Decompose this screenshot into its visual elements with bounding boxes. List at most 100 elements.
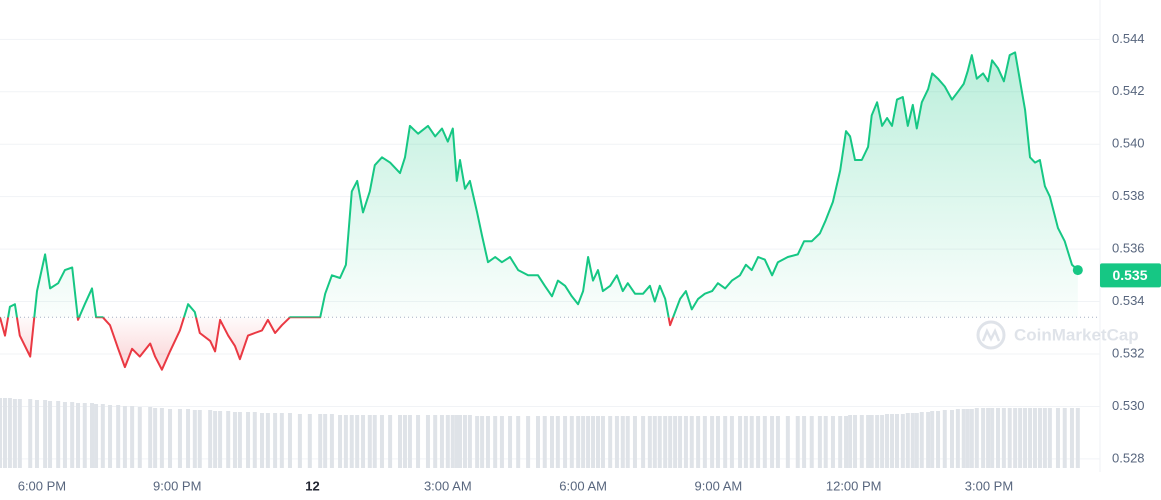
volume-bar — [70, 402, 75, 468]
volume-bar — [569, 416, 574, 468]
volume-bar — [830, 416, 835, 468]
volume-bar — [536, 416, 541, 468]
volume-bar — [663, 416, 668, 468]
volume-bar — [936, 411, 941, 468]
volume-bar — [467, 415, 472, 468]
volume-bar — [416, 415, 421, 468]
volume-bar — [43, 400, 48, 468]
volume-bar — [1018, 408, 1023, 468]
volume-bar — [137, 407, 142, 468]
volume-bar — [28, 399, 33, 468]
y-tick-label: 0.538 — [1112, 188, 1145, 203]
volume-bar — [323, 414, 328, 468]
volume-bar — [894, 414, 899, 468]
y-tick-label: 0.530 — [1112, 398, 1145, 413]
volume-bar — [475, 416, 480, 468]
volume-bar — [965, 409, 970, 468]
volume-bar — [586, 416, 591, 468]
volume-bar — [838, 416, 843, 468]
volume-bar — [62, 402, 67, 468]
volume-bar — [678, 416, 683, 468]
volume-bar — [785, 416, 790, 468]
volume-bar — [657, 416, 662, 468]
volume-bar — [252, 412, 257, 468]
volume-bar — [94, 404, 99, 468]
volume-bar — [869, 415, 874, 468]
volume-bar — [702, 416, 707, 468]
volume-bar — [265, 413, 270, 468]
volume-bar — [905, 413, 910, 468]
volume-bar — [226, 411, 231, 468]
volume-bar — [1042, 408, 1047, 468]
volume-bar — [542, 416, 547, 468]
x-tick-label: 9:00 AM — [695, 478, 743, 493]
volume-bar — [407, 415, 412, 468]
volume-bar — [0, 398, 2, 468]
volume-bar — [355, 415, 360, 468]
volume-bar — [723, 416, 728, 468]
volume-bar — [576, 416, 581, 468]
volume-bar — [795, 416, 800, 468]
volume-bar — [910, 413, 915, 468]
y-tick-label: 0.544 — [1112, 31, 1145, 46]
volume-bar — [462, 415, 467, 468]
volume-bar — [673, 416, 678, 468]
volume-bar — [549, 416, 554, 468]
volume-bar — [279, 413, 284, 468]
volume-bar — [1023, 408, 1028, 468]
x-tick-label: 12:00 PM — [826, 478, 882, 493]
volume-bar — [148, 407, 153, 468]
volume-bar — [866, 415, 871, 468]
volume-bar — [76, 403, 81, 468]
volume-bar — [749, 416, 754, 468]
volume-bar — [738, 416, 743, 468]
volume-bar — [100, 404, 105, 468]
volume-bar — [647, 416, 652, 468]
volume-bar — [689, 416, 694, 468]
volume-bar — [516, 416, 521, 468]
volume-bar — [900, 414, 905, 468]
volume-bar — [919, 412, 924, 468]
volume-bar — [116, 405, 121, 468]
volume-bar — [715, 416, 720, 468]
volume-bar — [890, 414, 895, 468]
volume-bars — [0, 398, 1080, 468]
volume-bar — [208, 410, 213, 468]
volume-bar — [625, 416, 630, 468]
volume-bar — [48, 401, 53, 468]
y-tick-label: 0.540 — [1112, 136, 1145, 151]
volume-bar — [555, 416, 560, 468]
price-line — [0, 51, 1079, 371]
volume-bar — [620, 416, 625, 468]
volume-bar — [367, 415, 372, 468]
volume-bar — [729, 416, 734, 468]
volume-bar — [848, 415, 853, 468]
volume-bar — [526, 416, 531, 468]
volume-bar — [756, 416, 761, 468]
volume-bar — [349, 415, 354, 468]
volume-bar — [12, 399, 17, 468]
x-tick-label: 3:00 PM — [965, 478, 1013, 493]
volume-bar — [177, 409, 182, 468]
volume-bar — [1075, 408, 1080, 468]
volume-bar — [1062, 408, 1067, 468]
volume-bar — [398, 415, 403, 468]
volume-bar — [817, 416, 822, 468]
volume-bar — [608, 416, 613, 468]
volume-bar — [237, 412, 242, 468]
volume-bar — [82, 403, 87, 468]
volume-bar — [153, 408, 158, 468]
volume-bar — [775, 416, 780, 468]
volume-bar — [743, 416, 748, 468]
current-price-badge — [1100, 263, 1161, 288]
volume-bar — [499, 416, 504, 468]
volume-bar — [969, 409, 974, 468]
volume-bar — [159, 408, 164, 468]
volume-bar — [89, 403, 94, 468]
volume-bar — [581, 416, 586, 468]
volume-bar — [809, 416, 814, 468]
volume-bar — [318, 414, 323, 468]
volume-bar — [361, 415, 366, 468]
volume-bar — [563, 416, 568, 468]
volume-bar — [287, 413, 292, 468]
